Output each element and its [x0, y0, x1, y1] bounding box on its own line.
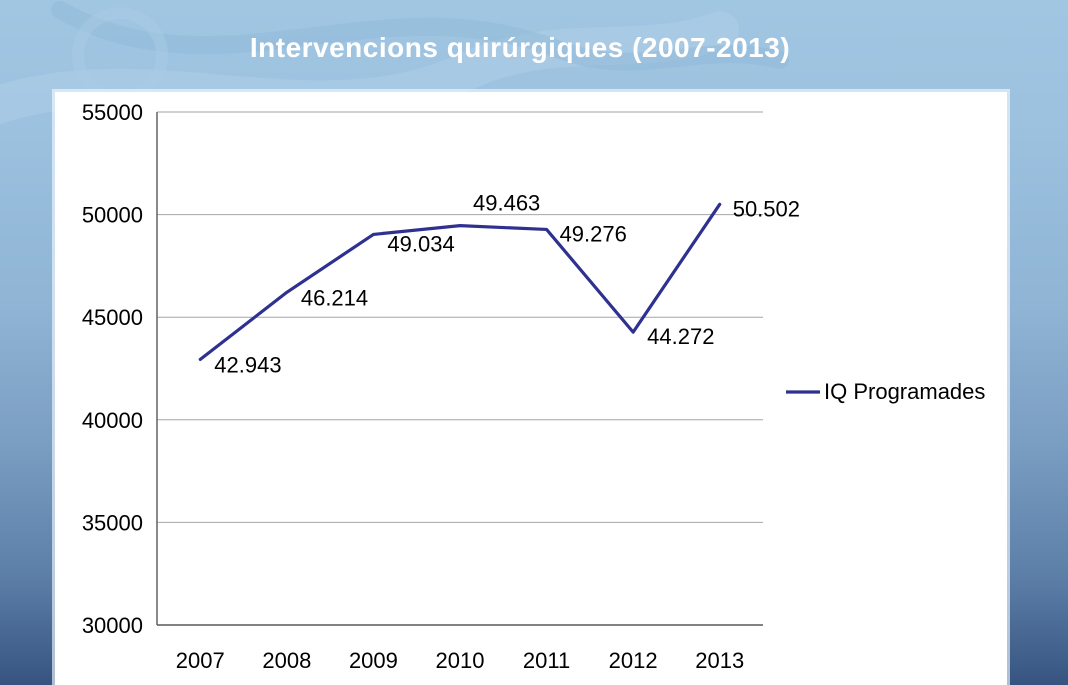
x-tick-label: 2007	[176, 648, 225, 673]
x-tick-label: 2010	[436, 648, 485, 673]
x-tick-label: 2011	[523, 648, 570, 673]
legend-label: IQ Programades	[824, 379, 985, 404]
chart-title: Intervencions quirúrgiques (2007-2013)	[249, 32, 791, 63]
point-label: 42.943	[214, 352, 281, 377]
y-tick-label: 30000	[82, 613, 143, 638]
point-label: 49.034	[387, 231, 454, 256]
y-tick-label: 55000	[82, 100, 143, 125]
point-label: 49.276	[560, 221, 627, 246]
chart-panel: 55000 50000 45000 40000 35000 30000 2007 2008 20…	[55, 92, 1007, 685]
y-tick-label: 35000	[82, 510, 143, 535]
point-label: 46.214	[301, 285, 368, 310]
x-tick-label: 2008	[262, 648, 311, 673]
point-label: 44.272	[647, 324, 714, 349]
y-tick-label: 45000	[82, 305, 143, 330]
point-label: 49.463	[473, 191, 540, 216]
y-tick-label: 40000	[82, 408, 143, 433]
point-label: 50.502	[733, 196, 800, 221]
y-tick-label: 50000	[82, 203, 143, 228]
line-chart: 55000 50000 45000 40000 35000 30000 2007 2008 20…	[82, 100, 986, 673]
x-tick-label: 2012	[609, 648, 658, 673]
series-line	[198, 202, 722, 362]
x-tick-label: 2013	[695, 648, 744, 673]
x-tick-label: 2009	[349, 648, 398, 673]
